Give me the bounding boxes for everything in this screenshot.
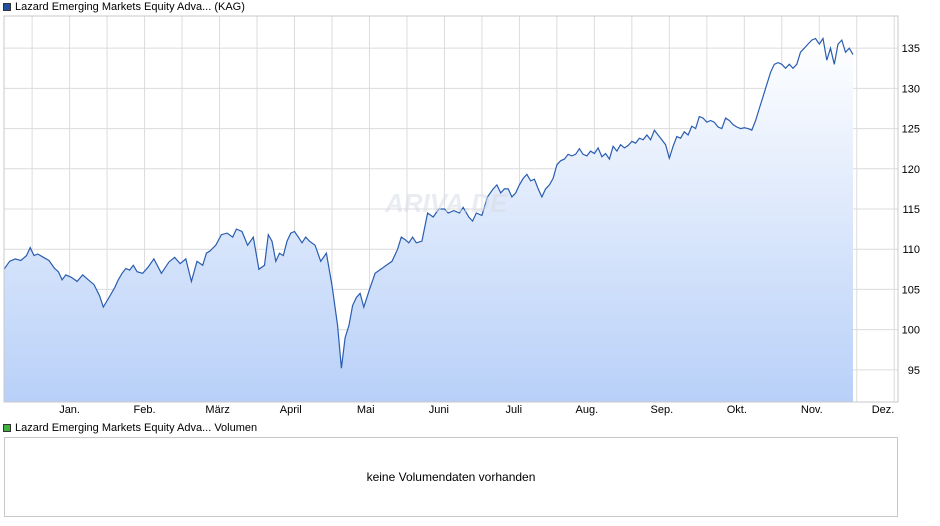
y-axis-labels: 95 100 105 110 115 120 125 130 135 [902,43,920,377]
price-chart: ARIVA.DE Jan. Feb. März April Mai Juni Juli Aug… [3,15,920,416]
y-tick-label: 115 [902,204,920,216]
x-tick-label: Jan. [59,404,80,416]
x-tick-label: Dez. [872,404,895,416]
plot-frame [3,15,899,403]
volume-panel: keine Volumendaten vorhanden [4,437,898,517]
y-tick-label: 130 [902,83,920,95]
volume-legend-label: Lazard Emerging Markets Equity Adva... V… [15,422,258,434]
y-tick-label: 135 [902,43,920,55]
price-area [4,38,853,402]
watermark: ARIVA.DE [384,188,508,218]
no-volume-message: keine Volumendaten vorhanden [366,470,536,484]
y-tick-label: 95 [908,365,920,377]
x-tick-label: April [280,404,302,416]
y-tick-label: 105 [902,284,920,296]
price-line [3,36,854,369]
x-tick-label: Mai [357,404,375,416]
y-tick-label: 125 [902,124,920,136]
price-legend-swatch [3,3,11,11]
x-tick-label: Feb. [134,404,156,416]
x-axis-labels: Jan. Feb. März April Mai Juni Juli Aug. Sep. Okt.… [59,404,894,416]
y-tick-label: 110 [902,244,920,256]
y-tick-label: 100 [902,325,920,337]
x-tick-label: Aug. [576,404,599,416]
volume-legend-swatch [3,424,11,432]
x-tick-label: Juli [506,404,523,416]
volume-legend: Lazard Emerging Markets Equity Adva... V… [3,421,257,435]
y-tick-label: 120 [902,164,920,176]
x-tick-label: Sep. [651,404,674,416]
x-tick-label: März [205,404,229,416]
price-legend-label: Lazard Emerging Markets Equity Adva... (… [15,1,245,13]
x-tick-label: Juni [429,404,449,416]
x-tick-label: Okt. [727,404,747,416]
price-legend: Lazard Emerging Markets Equity Adva... (… [3,0,245,14]
x-tick-label: Nov. [801,404,823,416]
